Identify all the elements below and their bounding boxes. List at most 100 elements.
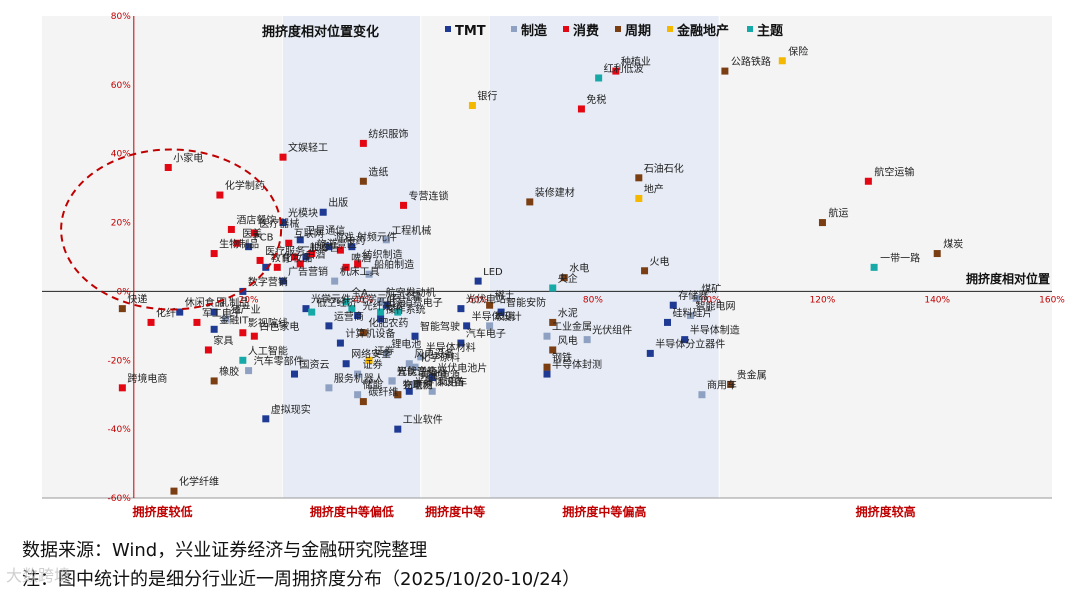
data-point bbox=[474, 277, 482, 285]
data-point bbox=[727, 380, 735, 388]
statistics-note: 注：图中统计的是细分行业近一周拥挤度分布（2025/10/20-10/24） bbox=[22, 569, 581, 590]
data-point bbox=[359, 177, 367, 185]
data-point bbox=[365, 356, 373, 364]
data-point-label: 出海 bbox=[386, 296, 406, 309]
data-point-label: 数字营销 bbox=[248, 275, 288, 288]
data-point-label: 光伏组件 bbox=[592, 324, 632, 337]
data-point bbox=[245, 243, 253, 251]
data-point-label: 其他电源 bbox=[420, 368, 460, 381]
data-point-label: 航空发动机 bbox=[386, 286, 436, 299]
data-point-label: 白色家电 bbox=[259, 320, 299, 333]
data-point-label: 汽车电子 bbox=[466, 327, 506, 340]
data-point bbox=[669, 301, 677, 309]
data-point bbox=[635, 174, 643, 182]
data-point-label: 煤炭 bbox=[943, 238, 963, 251]
data-point-label: 化学原料 bbox=[420, 351, 460, 364]
data-point bbox=[348, 243, 356, 251]
data-point bbox=[354, 260, 362, 268]
data-point bbox=[204, 346, 212, 354]
data-point bbox=[273, 263, 281, 271]
data-point bbox=[382, 236, 390, 244]
data-point-label: 智能电网 bbox=[695, 300, 735, 313]
data-point-label: 工程机械 bbox=[391, 224, 431, 237]
data-point bbox=[262, 415, 270, 423]
data-point-label: 工业软件 bbox=[403, 413, 443, 426]
data-point-label: 石油石化 bbox=[644, 162, 684, 175]
data-point bbox=[411, 332, 419, 340]
data-point bbox=[285, 239, 293, 247]
data-point-label: 煤矿 bbox=[701, 282, 721, 295]
data-point bbox=[233, 239, 241, 247]
data-point bbox=[698, 391, 706, 399]
data-point-label: 人工智能 bbox=[248, 344, 288, 357]
data-point bbox=[549, 318, 557, 326]
data-point bbox=[216, 191, 224, 199]
data-point bbox=[359, 398, 367, 406]
data-point-label: 互联网 bbox=[294, 228, 324, 240]
data-point bbox=[210, 250, 218, 258]
legend-marker bbox=[615, 26, 621, 32]
data-point bbox=[262, 263, 270, 271]
data-point bbox=[227, 225, 235, 233]
data-point-label: 小家电 bbox=[173, 151, 203, 164]
data-point bbox=[560, 274, 568, 282]
data-point bbox=[359, 139, 367, 147]
legend-marker bbox=[445, 26, 451, 32]
data-point-label: 化肥农药 bbox=[368, 317, 408, 330]
legend-label: 主题 bbox=[757, 23, 784, 39]
data-point bbox=[543, 363, 551, 371]
data-point bbox=[870, 263, 878, 271]
data-point bbox=[377, 298, 385, 306]
data-point-label: 全A bbox=[351, 286, 368, 299]
data-point-label: 化学制药 bbox=[225, 179, 265, 192]
data-point-label: 快递 bbox=[127, 293, 147, 306]
data-point bbox=[394, 308, 402, 316]
data-point bbox=[210, 308, 218, 316]
data-point bbox=[348, 305, 356, 313]
data-point-label: 生物制品 bbox=[219, 238, 259, 251]
data-point-label: 证券 bbox=[374, 344, 394, 357]
data-point-label: 航运 bbox=[828, 207, 848, 220]
data-point-label: 低空经济 bbox=[317, 296, 357, 309]
data-point-label: 智能安防 bbox=[506, 296, 546, 309]
data-point-label: 证券 bbox=[363, 358, 383, 371]
crowding-bands: 拥挤度较低 拥挤度中等偏低 拥挤度中等 拥挤度中等偏高 拥挤度较高 bbox=[42, 16, 1052, 519]
data-point bbox=[291, 370, 298, 378]
data-point bbox=[635, 194, 643, 202]
data-point-label: 半导体设计 bbox=[472, 310, 522, 323]
data-point bbox=[933, 250, 941, 258]
data-point bbox=[382, 349, 390, 357]
data-point-label: 化学纤维 bbox=[179, 475, 219, 488]
data-point-label: 游戏 bbox=[334, 231, 354, 244]
data-point-label: 银行 bbox=[477, 90, 497, 103]
data-point-label: 免税 bbox=[586, 93, 606, 106]
data-point-label: 光伏电站 bbox=[466, 293, 506, 306]
data-point-label: 充电桩 bbox=[403, 379, 433, 392]
data-point-label: 火电 bbox=[650, 255, 670, 268]
data-point-label: 光伏逆变器 bbox=[397, 365, 447, 378]
data-point-label: 公路铁路 bbox=[731, 55, 771, 68]
data-point bbox=[486, 322, 494, 330]
data-point bbox=[377, 315, 385, 323]
data-point-label: 钢铁 bbox=[552, 351, 572, 364]
data-point-label: 旅游景区 bbox=[317, 238, 357, 251]
y-tick-label: 60% bbox=[111, 81, 131, 91]
y-tick-label: -20% bbox=[108, 356, 132, 366]
data-point-label: 保险 bbox=[788, 45, 808, 58]
data-point-label: 半导体封测 bbox=[552, 358, 602, 371]
x-axis-label: 拥挤度相对位置 bbox=[966, 271, 1050, 286]
data-point bbox=[664, 318, 672, 326]
y-tick-label: 80% bbox=[111, 12, 131, 22]
x-tick-label: 120% bbox=[810, 295, 836, 305]
data-point bbox=[250, 229, 258, 237]
data-source-note: 数据来源：Wind，兴业证券经济与金融研究院整理 bbox=[22, 540, 428, 561]
y-tick-label: 0% bbox=[117, 287, 132, 297]
data-point-label: 乳制品 bbox=[219, 296, 249, 309]
data-point bbox=[336, 246, 344, 254]
data-point-label: 啤酒 bbox=[351, 252, 371, 264]
data-point-label: 计算机设备 bbox=[345, 327, 395, 340]
data-point bbox=[543, 370, 551, 378]
data-point bbox=[549, 346, 557, 354]
data-point-label: 种植业 bbox=[621, 55, 651, 68]
